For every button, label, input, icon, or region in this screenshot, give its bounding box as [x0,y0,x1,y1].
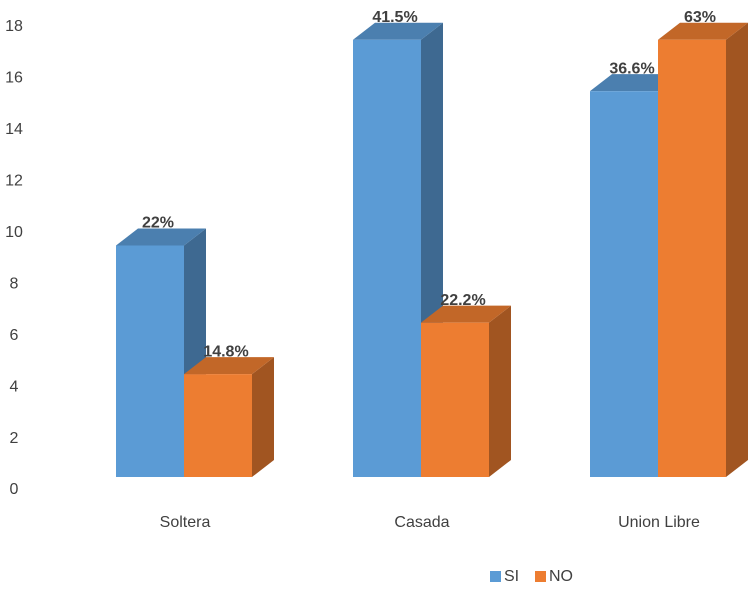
bar-top [353,22,443,40]
y-tick-label: 12 [5,173,23,190]
y-tick-label: 18 [5,18,23,35]
bar [184,374,252,477]
data-label: 36.6% [609,60,654,77]
data-label: 41.5% [372,9,417,26]
y-tick-label: 6 [10,327,19,344]
bar-side [252,357,274,477]
data-label: 22% [142,215,174,232]
bar-top [116,228,206,246]
bar-top [421,305,511,323]
bar-top [184,357,274,375]
y-tick-label: 0 [10,481,19,498]
bar-side [489,305,511,477]
bar [590,91,658,478]
y-tick-label: 4 [10,378,19,395]
data-label: 63% [684,9,716,26]
bar [116,245,184,477]
x-tick-label: Casada [394,514,449,531]
data-label: 22.2% [440,292,485,309]
bar [658,39,726,477]
bar [421,322,489,477]
bar-side [726,22,748,477]
x-tick-label: Soltera [160,514,211,531]
y-tick-label: 2 [10,430,19,447]
y-tick-label: 8 [10,275,19,292]
data-label: 14.8% [203,343,248,360]
bar-top [590,74,680,92]
y-tick-label: 16 [5,70,23,87]
legend-swatch [535,571,546,582]
legend-label: SI [504,568,519,585]
x-tick-label: Union Libre [618,514,700,531]
bar [353,39,421,477]
bar-top [658,22,748,40]
y-tick-label: 10 [5,224,23,241]
y-tick-label: 14 [5,121,23,138]
legend-swatch [490,571,501,582]
legend-label: NO [549,568,573,585]
